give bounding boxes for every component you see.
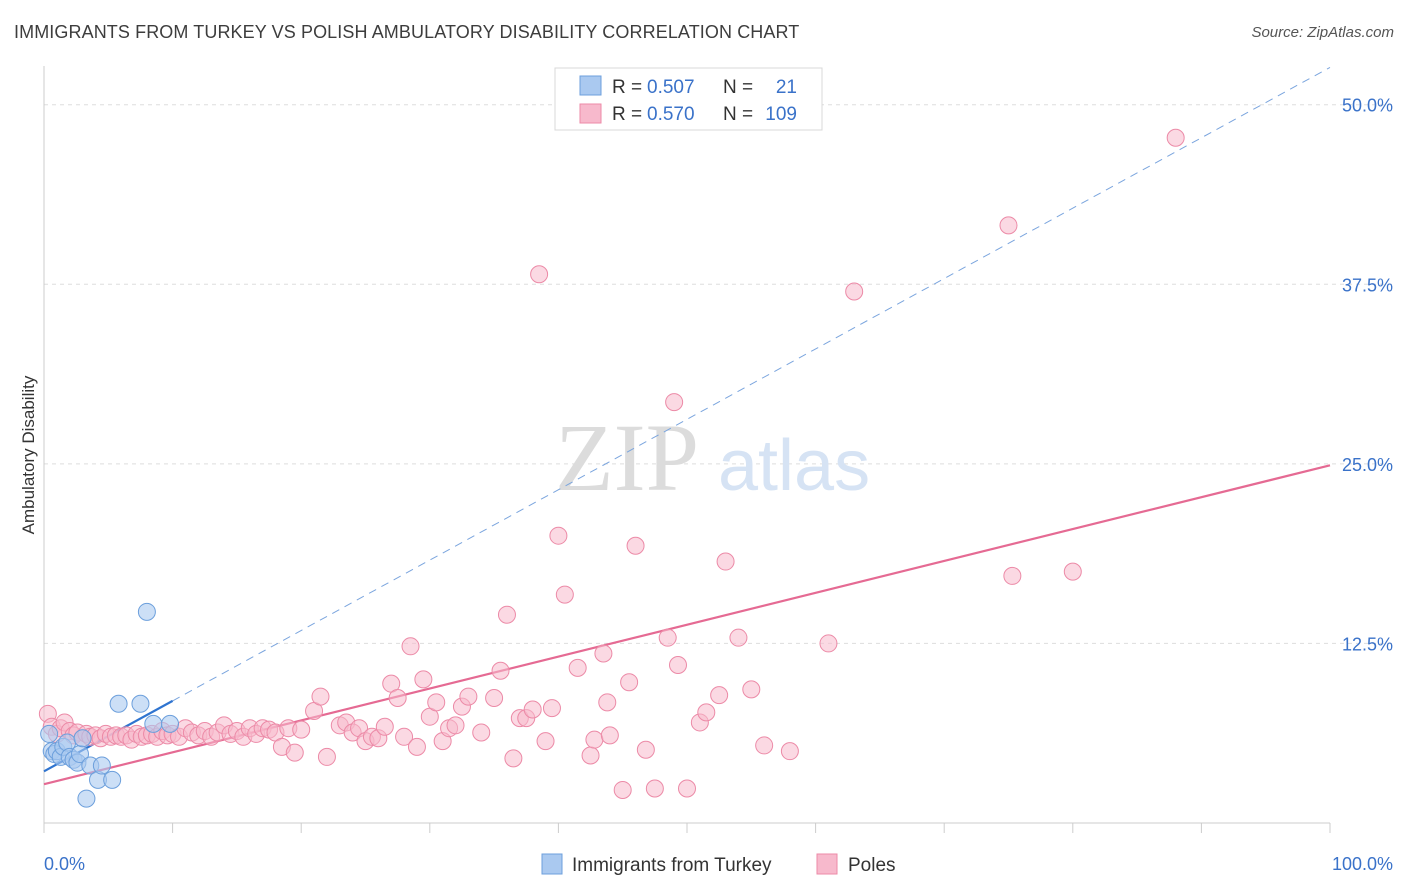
data-point-poles <box>626 536 645 555</box>
data-point-poles <box>568 658 587 677</box>
data-point-poles <box>375 717 394 736</box>
stats-r-value-turkey: 0.507 <box>647 77 695 98</box>
data-point-poles <box>636 740 655 759</box>
data-point-poles <box>459 687 478 706</box>
data-point-poles <box>523 700 542 719</box>
watermark-zip: ZIP <box>555 404 699 511</box>
legend-swatch-turkey <box>541 853 563 875</box>
legend-label-poles: Poles <box>848 855 896 876</box>
data-point-poles <box>594 644 613 663</box>
stats-r-label-turkey: R = <box>612 77 642 98</box>
watermark-atlas: atlas <box>718 426 870 506</box>
data-point-poles <box>678 779 696 798</box>
data-point-turkey <box>161 714 180 733</box>
series-turkey-points <box>40 602 180 808</box>
legend-swatch-poles <box>816 853 838 875</box>
data-point-poles <box>446 716 465 735</box>
data-point-poles <box>555 585 574 604</box>
data-point-turkey <box>73 729 92 748</box>
data-point-poles <box>292 720 311 739</box>
data-point-poles <box>999 216 1018 235</box>
y-tick-label: 50.0% <box>1342 96 1393 116</box>
data-point-poles <box>665 393 684 412</box>
x-tick-label: 0.0% <box>44 854 85 874</box>
data-point-poles <box>819 634 838 653</box>
y-tick-label: 37.5% <box>1342 275 1393 295</box>
data-point-poles <box>710 686 729 705</box>
data-point-poles <box>729 628 748 647</box>
data-point-poles <box>581 746 600 765</box>
data-point-poles <box>1003 566 1022 585</box>
bottom-legend: Immigrants from Turkey Poles <box>541 853 896 876</box>
data-point-poles <box>716 552 735 571</box>
data-point-poles <box>1166 128 1185 147</box>
data-point-poles <box>414 670 433 689</box>
data-point-poles <box>697 703 716 722</box>
data-point-turkey <box>103 770 122 789</box>
data-point-poles <box>485 689 504 708</box>
data-point-poles <box>668 655 687 674</box>
data-point-poles <box>645 779 664 798</box>
data-point-poles <box>613 780 632 799</box>
data-point-poles <box>542 699 561 718</box>
legend-label-turkey: Immigrants from Turkey <box>572 855 772 876</box>
data-point-poles <box>742 680 761 699</box>
y-axis-label: Ambulatory Disability <box>19 375 38 534</box>
stats-n-label-turkey: N = <box>723 77 753 98</box>
y-tick-label: 25.0% <box>1342 455 1393 475</box>
stats-n-label-poles: N = <box>723 104 753 125</box>
data-point-poles <box>504 749 523 768</box>
data-point-poles <box>1063 562 1082 581</box>
data-point-turkey <box>109 694 128 713</box>
stats-n-value-poles: 109 <box>765 104 797 125</box>
watermark: ZIP atlas <box>555 404 870 511</box>
data-point-poles <box>472 723 491 742</box>
chart-title: IMMIGRANTS FROM TURKEY VS POLISH AMBULAT… <box>14 22 800 42</box>
data-point-poles <box>491 661 510 680</box>
stats-legend: R = 0.507 N = 21 R = 0.570 N = 109 <box>554 67 823 131</box>
data-point-poles <box>311 687 330 706</box>
data-point-turkey <box>77 789 96 808</box>
data-point-poles <box>401 637 420 656</box>
data-point-poles <box>600 726 619 745</box>
data-point-poles <box>620 673 639 692</box>
data-point-poles <box>536 732 555 751</box>
axis-layer: 12.5% 25.0% 37.5% 50.0% 0.0% 100.0% <box>43 66 1393 874</box>
data-point-turkey <box>137 602 156 621</box>
data-point-poles <box>658 628 677 647</box>
series-poles-points <box>38 128 1185 799</box>
data-point-poles <box>427 693 446 712</box>
data-point-turkey <box>92 756 111 775</box>
stats-r-label-poles: R = <box>612 104 642 125</box>
source-label: Source: ZipAtlas.com <box>1251 24 1394 41</box>
stats-swatch-turkey <box>579 75 602 96</box>
stats-n-value-turkey: 21 <box>776 77 797 98</box>
data-point-poles <box>755 736 774 755</box>
data-point-poles <box>530 265 549 284</box>
data-point-turkey <box>131 694 150 713</box>
data-point-poles <box>585 730 604 749</box>
data-point-poles <box>317 747 336 766</box>
data-point-poles <box>549 526 568 545</box>
data-point-poles <box>780 742 799 761</box>
data-point-poles <box>407 737 426 756</box>
data-point-turkey <box>144 714 163 733</box>
data-point-poles <box>388 689 407 708</box>
data-point-poles <box>497 605 516 624</box>
x-tick-label: 100.0% <box>1332 854 1393 874</box>
stats-r-value-poles: 0.570 <box>647 104 695 125</box>
trendline-turkey-extension <box>172 66 1331 702</box>
data-point-poles <box>598 693 617 712</box>
data-point-turkey <box>40 724 59 743</box>
stats-swatch-poles <box>579 103 602 124</box>
data-point-poles <box>845 282 864 301</box>
data-point-poles <box>285 743 304 762</box>
y-tick-label: 12.5% <box>1342 634 1393 654</box>
data-point-poles <box>395 727 414 746</box>
